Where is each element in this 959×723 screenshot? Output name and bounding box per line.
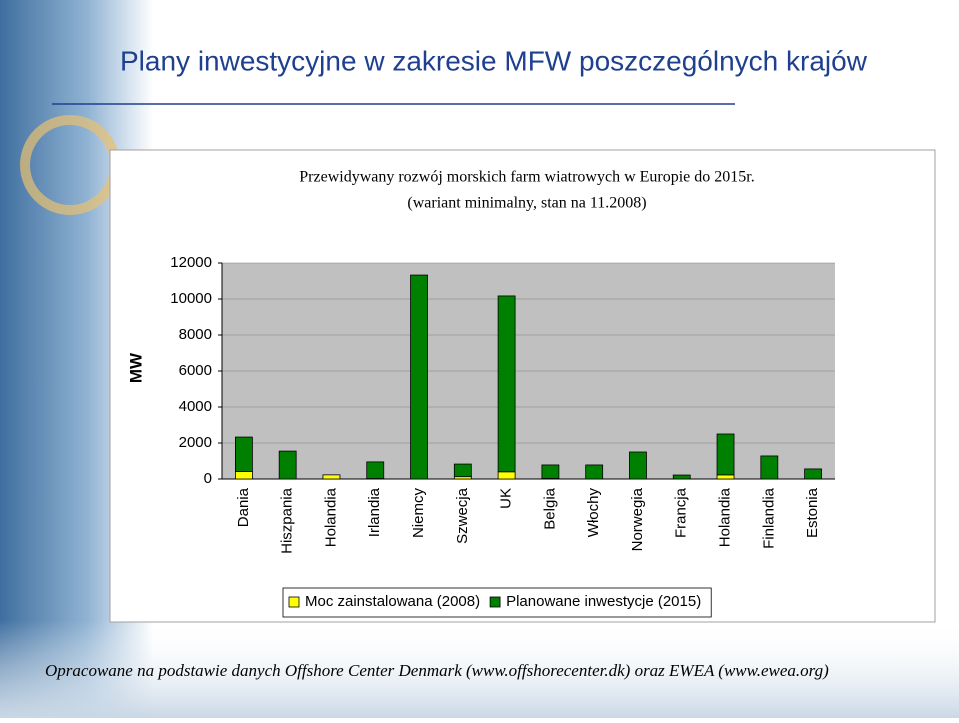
y-tick-label: 0	[204, 470, 212, 487]
slide-title: Plany inwestycyjne w zakresie MFW poszcz…	[120, 45, 868, 76]
x-tick-label: Niemcy	[410, 488, 427, 539]
footer: Opracowane na podstawie danych Offshore …	[45, 661, 829, 680]
bar-segment	[454, 464, 471, 477]
x-tick-label: Estonia	[804, 487, 821, 538]
x-tick-label: UK	[498, 488, 515, 509]
bar-segment	[761, 456, 778, 479]
x-tick-label: Finlandia	[760, 487, 777, 549]
chart-subtitle: (wariant minimalny, stan na 11.2008)	[407, 195, 646, 212]
bar-segment	[542, 465, 559, 479]
x-tick-label: Holandia	[322, 487, 339, 547]
x-tick-label: Irlandia	[366, 487, 383, 537]
y-tick-label: 6000	[179, 362, 212, 379]
y-tick-label: 8000	[179, 326, 212, 343]
bar-segment	[586, 465, 603, 479]
bar-segment	[629, 452, 646, 479]
bar-segment	[235, 471, 252, 479]
chart-title: Przewidywany rozwój morskich farm wiatro…	[299, 169, 754, 186]
bar-segment	[805, 469, 822, 479]
legend-swatch	[289, 597, 299, 607]
x-tick-label: Norwegia	[629, 487, 646, 551]
bar-segment	[323, 475, 340, 479]
bar-segment	[411, 275, 428, 479]
y-tick-label: 10000	[170, 290, 212, 307]
legend-label: Moc zainstalowana (2008)	[305, 593, 480, 610]
legend-swatch	[490, 597, 500, 607]
bar-segment	[673, 475, 690, 479]
bar-segment	[717, 475, 734, 479]
bar-segment	[279, 451, 296, 479]
bar-segment	[235, 437, 252, 471]
x-tick-label: Holandia	[717, 487, 734, 547]
x-tick-label: Belgia	[541, 487, 558, 529]
x-tick-label: Dania	[235, 487, 252, 527]
y-tick-label: 12000	[170, 254, 212, 271]
bar-segment	[717, 434, 734, 475]
bar-segment	[498, 472, 515, 479]
y-axis-label: MW	[126, 352, 145, 383]
y-tick-label: 4000	[179, 398, 212, 415]
bar-segment	[367, 462, 384, 479]
x-tick-label: Włochy	[585, 488, 602, 538]
x-tick-label: Szwecja	[454, 487, 471, 544]
legend-label: Planowane inwestycje (2015)	[506, 593, 701, 610]
x-tick-label: Francja	[673, 487, 690, 538]
bar-segment	[498, 296, 515, 472]
y-tick-label: 2000	[179, 434, 212, 451]
x-tick-label: Hiszpania	[279, 487, 296, 554]
